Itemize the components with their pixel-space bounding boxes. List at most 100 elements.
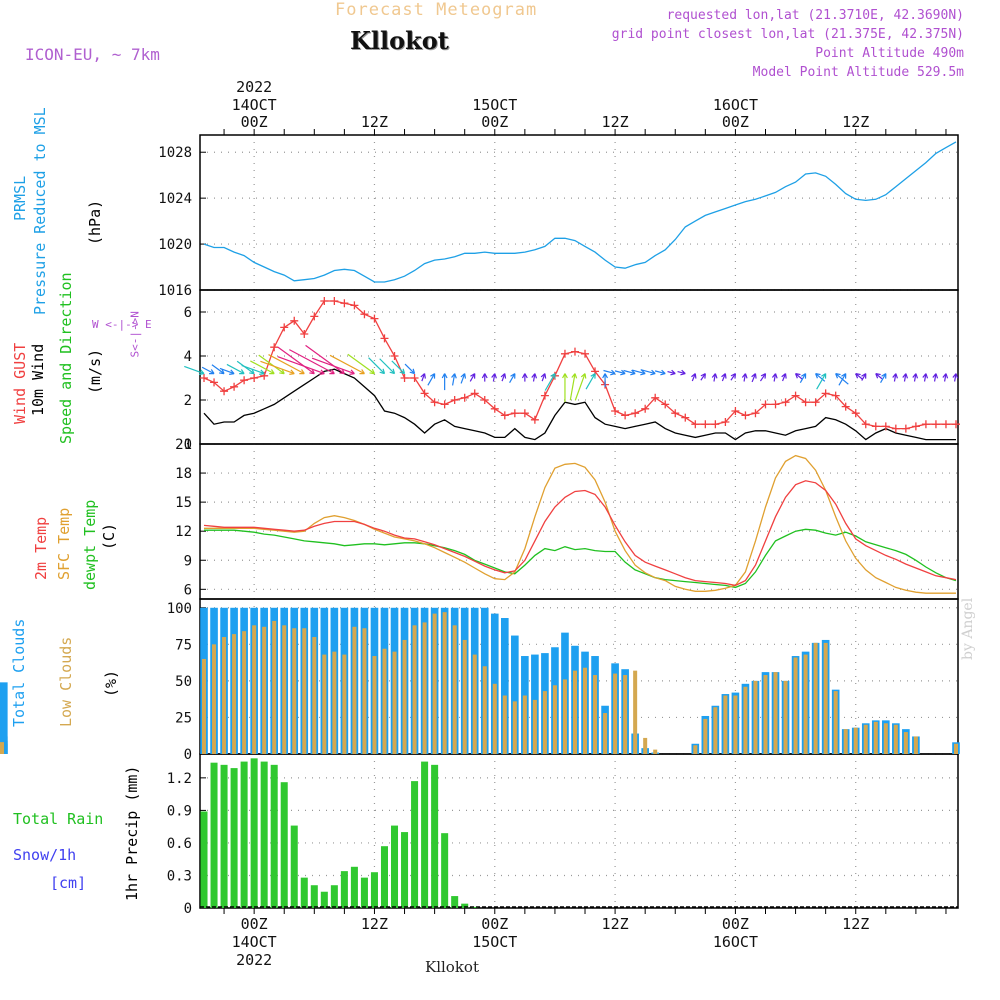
wind-arrow-head [730, 373, 737, 379]
clouds-ytick-label: 25 [175, 710, 192, 726]
wind-direction-arrow [880, 373, 887, 383]
wind-arrow-head [700, 373, 706, 379]
gust-marker [520, 409, 529, 418]
low-cloud-bar [653, 749, 658, 754]
bottom-day-label: 15OCT [472, 933, 517, 951]
gust-marker [390, 352, 399, 360]
wind-arrow-head [660, 369, 666, 376]
wind-arrow-head [650, 369, 656, 376]
gust-marker [631, 409, 640, 418]
wind-direction-arrow [640, 369, 656, 375]
wind-arrow-head [420, 373, 426, 379]
wind-arrow-head [620, 369, 626, 376]
low-cloud-bar [372, 656, 377, 754]
rain-bar [391, 825, 399, 908]
gust-marker [560, 349, 569, 358]
wind-arrow-head [521, 373, 528, 379]
wind-direction-arrow [700, 373, 706, 381]
low-cloud-bar [893, 724, 898, 754]
temperature-ytick-label: 12 [175, 524, 192, 540]
wind-direction-arrow [241, 364, 265, 375]
gust-marker [540, 391, 549, 400]
wind-arrow-head [670, 369, 676, 376]
gust-marker [621, 411, 630, 420]
low-cloud-bar [753, 680, 758, 754]
snow-label: Snow/1h [13, 846, 77, 864]
low-cloud-bar [532, 699, 537, 754]
wind-arrow-head [602, 373, 608, 379]
gust-marker [430, 398, 439, 407]
gust-marker [250, 374, 259, 382]
gust-marker [230, 382, 239, 391]
gust-marker [821, 389, 830, 398]
wind-direction-arrow [691, 373, 696, 382]
bottom-time-label: 00Z [241, 915, 268, 933]
rain-bar [380, 846, 388, 908]
rain-bar [370, 872, 378, 908]
wind-arrow-head [359, 369, 365, 375]
wind-arrow-head [751, 373, 757, 379]
total-cloud-bar [0, 682, 8, 754]
low-cloud-bar [0, 745, 5, 754]
low-cloud-bar [873, 721, 878, 754]
wind-direction-arrow [492, 373, 496, 382]
low-cloud-bar [903, 732, 908, 754]
gust-marker [370, 314, 379, 323]
wind-ytick-label: 6 [184, 305, 192, 321]
low-cloud-bar [853, 727, 858, 754]
low-cloud-bar [693, 745, 698, 754]
rain-bar [200, 811, 208, 908]
low-cloud-bar [743, 686, 748, 754]
low-cloud-bar [793, 657, 798, 754]
wind-arrow-head [932, 373, 939, 379]
low-cloud-bar [552, 685, 557, 754]
low-cloud-bar [593, 675, 598, 754]
rain-bar [260, 761, 268, 908]
wind-direction-arrow [347, 353, 375, 375]
wind-arrow-head [902, 373, 909, 379]
wind-arrow-head [491, 373, 497, 379]
wind-direction-arrow [893, 373, 897, 382]
gust-marker [570, 347, 579, 356]
wind-arrow-head [952, 373, 959, 379]
precip-panel [199, 753, 959, 909]
gust-marker [811, 398, 820, 407]
top-time-label: 00Z [481, 113, 508, 131]
rain-bar [340, 871, 348, 908]
top-time-label: 12Z [842, 113, 869, 131]
wind-arrow-head [239, 369, 245, 375]
low-cloud-bar [452, 625, 457, 754]
wind-direction-arrow [501, 373, 506, 382]
gust-marker [721, 418, 730, 426]
wind-arrow-head [571, 373, 578, 379]
wind-direction-arrow [799, 373, 807, 383]
gust-marker [941, 420, 950, 429]
gust-marker [200, 374, 209, 382]
gust-marker [791, 391, 800, 400]
gust-marker [530, 415, 539, 424]
gust-marker [831, 391, 840, 400]
wind-arrow-head [460, 373, 467, 379]
gust-marker [420, 389, 429, 398]
wind-arrow-head [855, 373, 861, 379]
wind-direction-arrow [913, 373, 917, 382]
pressure-panel [199, 134, 959, 291]
low-cloud-bar [763, 675, 768, 754]
rain-bar [220, 764, 228, 908]
low-cloud-bar [512, 701, 517, 754]
rain-bar [471, 906, 479, 908]
pressure-ytick-label: 1024 [158, 191, 192, 207]
low-cloud-bar [522, 695, 527, 754]
wind-arrow-head [399, 368, 406, 375]
rain-bar [280, 782, 288, 908]
wind-direction-arrow [211, 364, 225, 375]
wind-arrow-head [329, 369, 335, 375]
gust-marker [320, 297, 329, 305]
wind-direction-arrow [329, 354, 365, 375]
gust-marker [581, 349, 590, 358]
low-cloud-bar [412, 625, 417, 754]
wind-arrow-head [319, 369, 325, 375]
low-cloud-bar [913, 736, 918, 754]
pressure-line [203, 141, 957, 283]
